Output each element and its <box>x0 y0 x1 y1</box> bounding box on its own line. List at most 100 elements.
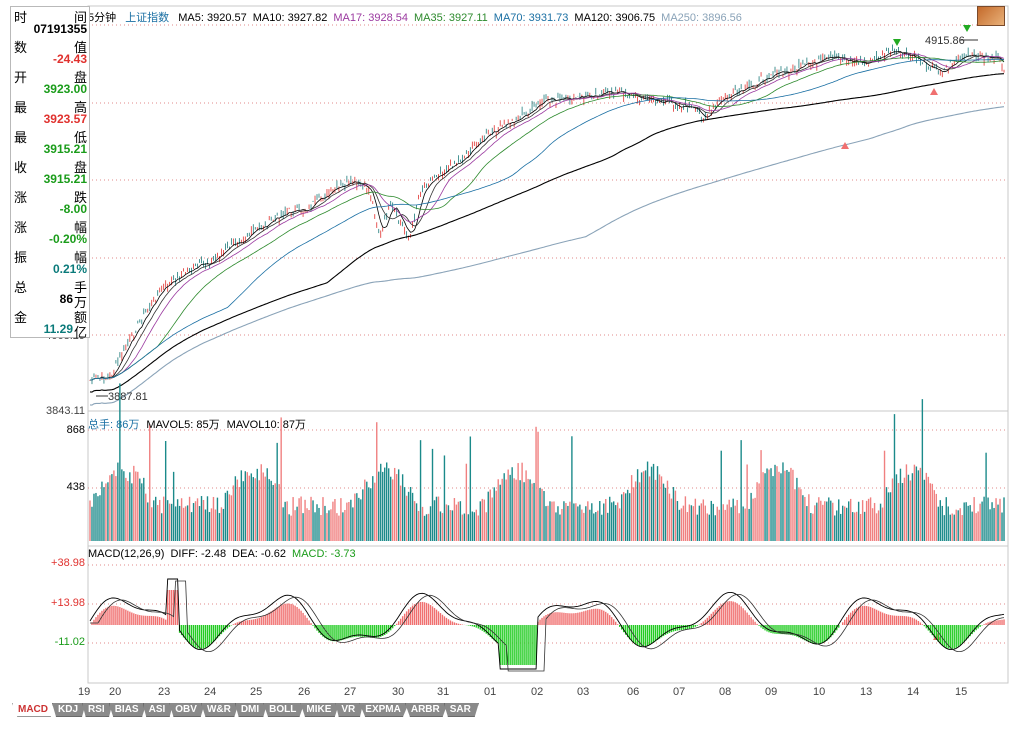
info-key: 数 <box>14 41 28 56</box>
tab-macd[interactable]: MACD <box>12 703 56 717</box>
info-row: 3923.57 <box>11 112 89 132</box>
date-tick: 26 <box>298 686 310 698</box>
info-value: 3923.00 <box>43 82 87 96</box>
avatar-icon[interactable] <box>977 6 1005 26</box>
macd-dea: DEA: -0.62 <box>232 548 286 560</box>
info-key: 盘 <box>73 71 87 86</box>
info-value: -8.00 <box>59 202 87 216</box>
info-row: 3915.21 <box>11 172 89 192</box>
tab-wr[interactable]: W&R <box>200 703 239 717</box>
info-value: 0.21% <box>52 262 87 276</box>
tab-asi[interactable]: ASI <box>142 703 174 717</box>
ma-label: MA5: 3920.57 <box>178 12 247 24</box>
tab-boll[interactable]: BOLL <box>263 703 305 717</box>
date-tick: 20 <box>109 686 121 698</box>
macd-params: MACD(12,26,9) <box>88 548 165 560</box>
macd-diff-line <box>89 578 1005 670</box>
date-tick: 15 <box>955 686 967 698</box>
ma-label: MA120: 3906.75 <box>574 12 656 24</box>
indicator-tabs: MACD KDJ RSI BIAS ASI OBV W&R DMI BOLL MIKE VR EXPM… <box>12 703 479 717</box>
info-key: 手 <box>73 281 87 296</box>
info-key: 万 <box>73 296 87 311</box>
info-key: 时 <box>14 11 28 26</box>
info-row: 0.21% <box>11 262 89 282</box>
info-key: 高 <box>73 101 87 116</box>
ma-line-10 <box>89 51 1005 381</box>
tab-dmi[interactable]: DMI <box>234 703 268 717</box>
info-value: 07191355 <box>33 22 87 36</box>
ma-line-250 <box>89 106 1005 406</box>
date-tick: 10 <box>813 686 825 698</box>
info-row: -8.00 <box>11 202 89 222</box>
date-tick: 30 <box>392 686 404 698</box>
info-key: 亿 <box>73 326 87 341</box>
price-header: 5分钟 上证指数 MA5: 3920.57 MA10: 3927.82 MA17: … <box>88 9 754 25</box>
date-tick: 08 <box>719 686 731 698</box>
tab-obv[interactable]: OBV <box>169 703 205 717</box>
info-key: 间 <box>73 11 87 26</box>
info-row: 07191355 <box>11 22 89 42</box>
info-row: 总手 <box>11 277 89 297</box>
tab-expma[interactable]: EXPMA <box>359 703 409 717</box>
ma-label: MA10: 3927.82 <box>252 12 328 24</box>
tab-vr[interactable]: VR <box>335 703 364 717</box>
macd-diff: DIFF: -2.48 <box>170 548 227 560</box>
date-tick: 27 <box>344 686 356 698</box>
volume-total: 总手: 86万 <box>88 419 140 431</box>
tab-mike[interactable]: MIKE <box>300 703 340 717</box>
info-row: 涨幅 <box>11 217 89 237</box>
tab-rsi[interactable]: RSI <box>82 703 113 717</box>
info-value: -24.43 <box>52 52 87 66</box>
info-row: 亿 11.29 <box>11 322 89 342</box>
tab-kdj[interactable]: KDJ <box>52 703 87 717</box>
ma-line-35 <box>89 57 1005 381</box>
volume-header: 总手: 86万 MAVOL5: 85万 MAVOL10: 87万 <box>88 416 306 432</box>
info-value: 3915.21 <box>43 172 87 186</box>
info-row: 收盘 <box>11 157 89 177</box>
sell-signal-icon <box>893 39 901 46</box>
info-row: 3915.21 <box>11 142 89 162</box>
date-tick: 24 <box>204 686 216 698</box>
macd-value: MACD: -3.73 <box>292 548 356 560</box>
info-key: 涨 <box>14 191 28 206</box>
info-key: 最 <box>14 131 28 146</box>
price-axis-label-bottom: 3843.11 <box>46 405 85 417</box>
date-tick: 14 <box>907 686 919 698</box>
info-value: 3915.21 <box>43 142 87 156</box>
ma-line-5 <box>89 51 1005 381</box>
tab-arbr[interactable]: ARBR <box>404 703 448 717</box>
info-key: 值 <box>73 41 87 56</box>
info-value: 86 <box>59 292 73 306</box>
date-tick: 01 <box>484 686 496 698</box>
info-row: 3923.00 <box>11 82 89 102</box>
info-row: -24.43 <box>11 52 89 72</box>
info-key: 振 <box>14 251 28 266</box>
tab-sar[interactable]: SAR <box>443 703 479 717</box>
info-row: 金额 <box>11 307 89 327</box>
info-row: 万 86 <box>11 292 89 312</box>
index-name[interactable]: 上证指数 <box>125 12 170 24</box>
buy-signal-icon <box>930 88 938 95</box>
date-tick: 13 <box>860 686 872 698</box>
volume-axis-mid: 438 <box>66 481 85 493</box>
low-annotation: 3887.81 <box>108 391 148 403</box>
info-row: 最低 <box>11 127 89 147</box>
tab-bias[interactable]: BIAS <box>108 703 147 717</box>
info-row: 最高 <box>11 97 89 117</box>
buy-signal-icon <box>841 142 849 149</box>
volume-axis-top: 868 <box>66 424 85 436</box>
macd-header: MACD(12,26,9) DIFF: -2.48 DEA: -0.62 MAC… <box>88 548 356 560</box>
info-key: 幅 <box>73 251 87 266</box>
info-key: 幅 <box>73 221 87 236</box>
info-row: -0.20% <box>11 232 89 252</box>
macd-panel-frame <box>87 545 1009 684</box>
info-value: 3923.57 <box>43 112 87 126</box>
date-tick: 02 <box>531 686 543 698</box>
date-tick: 03 <box>577 686 589 698</box>
period-label[interactable]: 5分钟 <box>88 12 117 24</box>
info-key: 低 <box>73 131 87 146</box>
info-key: 金 <box>14 311 28 326</box>
ma-line-70 <box>89 59 1005 381</box>
info-key: 涨 <box>14 221 28 236</box>
